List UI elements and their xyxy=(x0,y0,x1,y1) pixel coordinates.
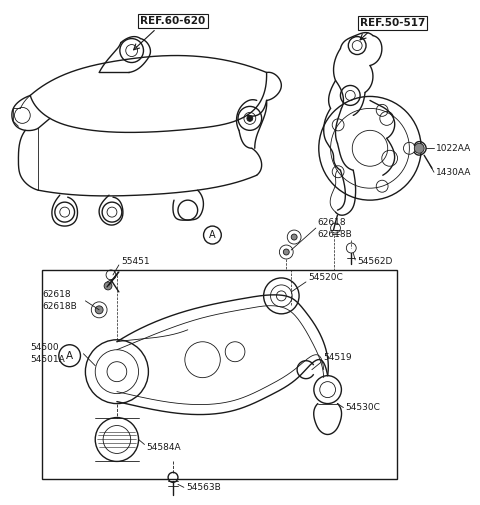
Text: 54501A: 54501A xyxy=(30,355,65,364)
Circle shape xyxy=(104,282,112,290)
Circle shape xyxy=(95,306,103,314)
Text: 54519: 54519 xyxy=(324,353,352,362)
Text: A: A xyxy=(209,230,216,240)
Text: 54530C: 54530C xyxy=(346,403,380,412)
Text: 1430AA: 1430AA xyxy=(436,168,471,177)
Text: 62618B: 62618B xyxy=(42,302,77,312)
Text: REF.50-517: REF.50-517 xyxy=(360,18,425,28)
Text: 54584A: 54584A xyxy=(146,443,181,452)
Text: 1022AA: 1022AA xyxy=(436,144,471,153)
Text: 62618: 62618 xyxy=(318,218,347,227)
Text: 55451: 55451 xyxy=(121,258,149,267)
Circle shape xyxy=(247,115,253,121)
Text: 54520C: 54520C xyxy=(308,273,343,282)
Text: 62618B: 62618B xyxy=(318,230,352,238)
Text: 54563B: 54563B xyxy=(186,483,221,492)
Text: REF.60-620: REF.60-620 xyxy=(141,16,205,26)
Text: 62618: 62618 xyxy=(42,290,71,299)
Text: 54562D: 54562D xyxy=(357,258,393,267)
Text: 54500: 54500 xyxy=(30,343,59,352)
Circle shape xyxy=(414,143,424,154)
Circle shape xyxy=(291,234,297,240)
Circle shape xyxy=(283,249,289,255)
Text: A: A xyxy=(66,350,73,361)
Bar xyxy=(42,270,396,479)
